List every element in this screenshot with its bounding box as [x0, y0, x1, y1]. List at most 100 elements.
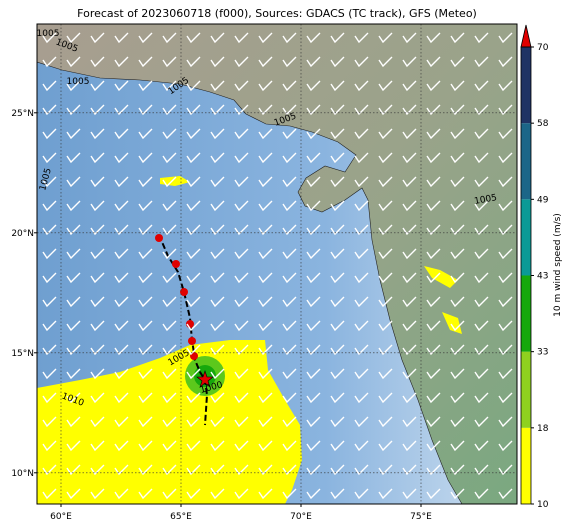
barb	[282, 368, 297, 380]
barb	[42, 368, 57, 380]
barb	[138, 128, 153, 140]
barb	[42, 440, 57, 452]
barb	[282, 32, 297, 44]
barb	[402, 392, 417, 404]
isobar-label: 1005	[67, 77, 90, 87]
colorbar-segment	[521, 275, 531, 352]
barb	[210, 56, 225, 68]
y-tick-label: 15°N	[11, 349, 34, 359]
barb	[114, 56, 129, 68]
barb	[258, 368, 273, 380]
barb	[138, 440, 153, 452]
barb	[234, 176, 249, 188]
barb	[306, 368, 321, 380]
barb	[186, 104, 201, 116]
barb	[138, 344, 153, 356]
barb	[186, 272, 201, 284]
barb	[162, 248, 177, 260]
barb	[426, 56, 441, 68]
x-tick-label: 75°E	[410, 512, 432, 522]
barb	[354, 344, 369, 356]
barb	[114, 440, 129, 452]
barb	[42, 200, 57, 212]
barb	[66, 464, 81, 476]
barb	[258, 344, 273, 356]
barb	[186, 320, 201, 332]
y-tick-label: 20°N	[11, 229, 34, 239]
barb	[474, 80, 489, 92]
barb	[114, 224, 129, 236]
barb	[234, 152, 249, 164]
barb	[402, 368, 417, 380]
barb	[66, 440, 81, 452]
barb	[162, 392, 177, 404]
colorbar-segment	[521, 351, 531, 428]
barb	[450, 464, 465, 476]
barb	[138, 80, 153, 92]
barb	[378, 80, 393, 92]
barb	[162, 440, 177, 452]
wind-barbs	[42, 32, 513, 500]
barb	[498, 440, 513, 452]
barb	[282, 56, 297, 68]
barb	[474, 320, 489, 332]
barb	[354, 80, 369, 92]
barb	[498, 368, 513, 380]
barb	[114, 416, 129, 428]
barb	[90, 416, 105, 428]
barb	[426, 224, 441, 236]
barb	[450, 152, 465, 164]
barb	[330, 128, 345, 140]
barb	[426, 128, 441, 140]
barb	[138, 56, 153, 68]
barb	[306, 152, 321, 164]
barb	[282, 440, 297, 452]
colorbar-extend	[520, 24, 532, 48]
barb	[354, 464, 369, 476]
barb	[354, 368, 369, 380]
barb	[114, 296, 129, 308]
isobar-label: 1005	[474, 193, 498, 207]
barb	[90, 248, 105, 260]
barb	[258, 56, 273, 68]
barb	[378, 248, 393, 260]
barb	[282, 152, 297, 164]
barb	[114, 200, 129, 212]
barb	[474, 176, 489, 188]
barb	[426, 32, 441, 44]
barb	[66, 416, 81, 428]
x-tick-label: 65°E	[170, 512, 192, 522]
barb	[210, 32, 225, 44]
barb	[186, 152, 201, 164]
barb	[210, 128, 225, 140]
barb	[186, 80, 201, 92]
barb	[138, 248, 153, 260]
barb	[402, 104, 417, 116]
barb	[210, 320, 225, 332]
barb	[330, 344, 345, 356]
barb	[354, 32, 369, 44]
barb	[162, 272, 177, 284]
barb	[378, 392, 393, 404]
barb	[354, 392, 369, 404]
barb	[210, 200, 225, 212]
barb	[306, 80, 321, 92]
barb	[330, 272, 345, 284]
barb	[498, 56, 513, 68]
barb	[114, 392, 129, 404]
barb	[186, 224, 201, 236]
barb	[330, 200, 345, 212]
barb	[138, 32, 153, 44]
storm-position	[196, 370, 214, 388]
barb	[138, 176, 153, 188]
barb	[474, 224, 489, 236]
barb	[210, 416, 225, 428]
barb	[306, 392, 321, 404]
barb	[42, 128, 57, 140]
barb	[282, 488, 297, 500]
barb	[306, 248, 321, 260]
barb	[498, 104, 513, 116]
barb	[306, 32, 321, 44]
barb	[354, 200, 369, 212]
barb	[42, 176, 57, 188]
